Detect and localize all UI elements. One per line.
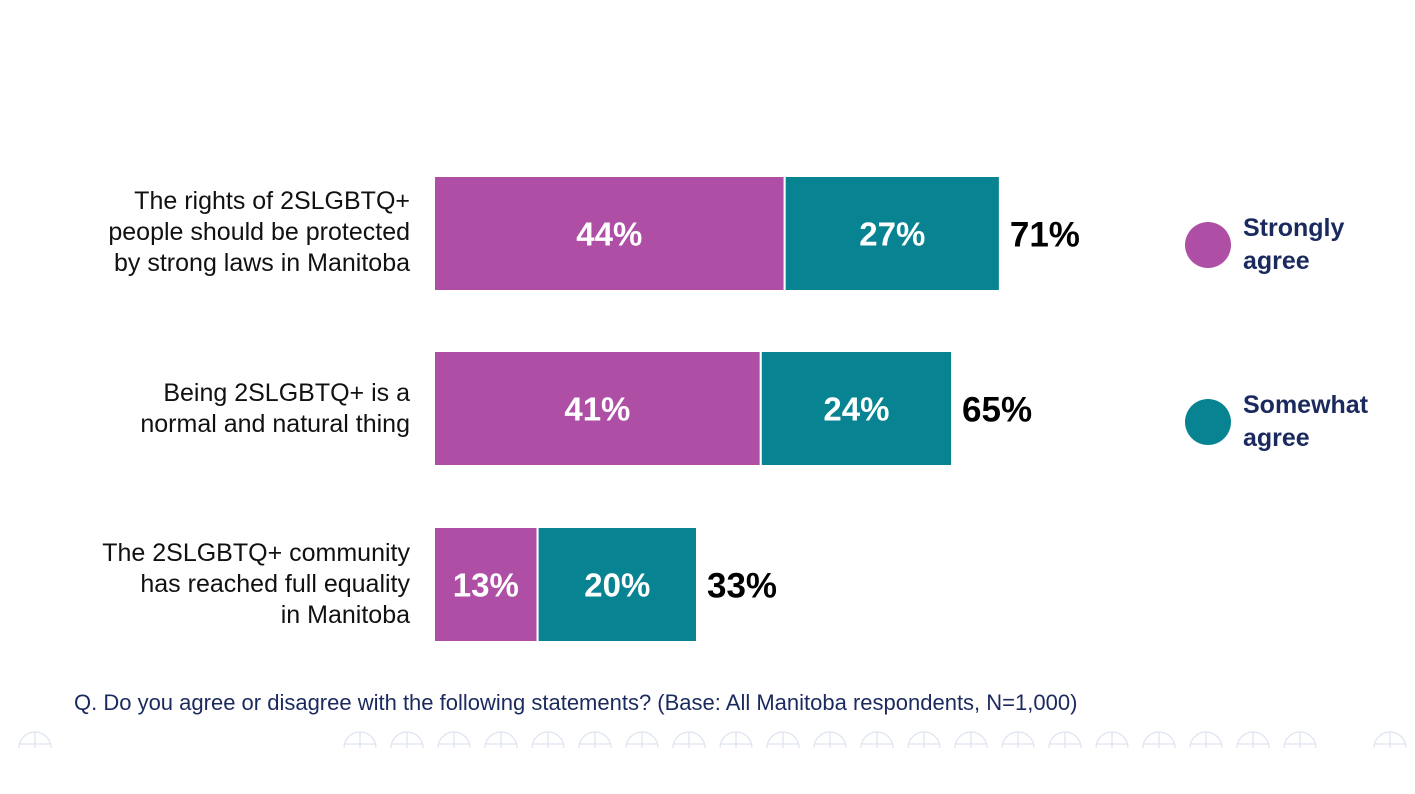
total-label-full-equality: 33% [707, 567, 777, 606]
question-footnote: Q. Do you agree or disagree with the fol… [74, 690, 1078, 715]
data-label-somewhat-agree-normal-natural: 24% [823, 391, 889, 428]
category-label-full-equality: The 2SLGBTQ+ community has reached full … [102, 539, 410, 629]
category-label-normal-natural: Being 2SLGBTQ+ is a normal and natural t… [140, 379, 410, 438]
data-label-strongly-agree-full-equality: 13% [453, 567, 519, 604]
total-label-normal-natural: 65% [962, 391, 1032, 430]
legend-swatch-strongly-agree [1185, 222, 1231, 268]
legend-label-somewhat-agree: Somewhat agree [1243, 391, 1369, 452]
decorative-pattern-strip [18, 731, 1407, 748]
bar-somewhat-agree-rights-protected [783, 175, 1001, 292]
data-label-somewhat-agree-full-equality: 20% [584, 567, 650, 604]
bar-strongly-agree-normal-natural [433, 350, 762, 467]
category-label-rights-protected: The rights of 2SLGBTQ+ people should be … [108, 187, 410, 277]
legend-item-strongly-agree: Strongly agree [1185, 212, 1383, 278]
data-label-strongly-agree-rights-protected: 44% [576, 216, 642, 253]
legend-swatch-somewhat-agree [1185, 399, 1231, 445]
data-label-strongly-agree-normal-natural: 41% [564, 391, 630, 428]
data-label-somewhat-agree-rights-protected: 27% [859, 216, 925, 253]
total-label-rights-protected: 71% [1010, 216, 1080, 255]
bar-somewhat-agree-normal-natural [759, 350, 954, 467]
bar-strongly-agree-rights-protected [433, 175, 786, 292]
bar-somewhat-agree-full-equality [536, 526, 699, 643]
legend-label-strongly-agree: Strongly agree [1243, 214, 1345, 275]
legend-item-somewhat-agree: Somewhat agree [1185, 389, 1383, 455]
